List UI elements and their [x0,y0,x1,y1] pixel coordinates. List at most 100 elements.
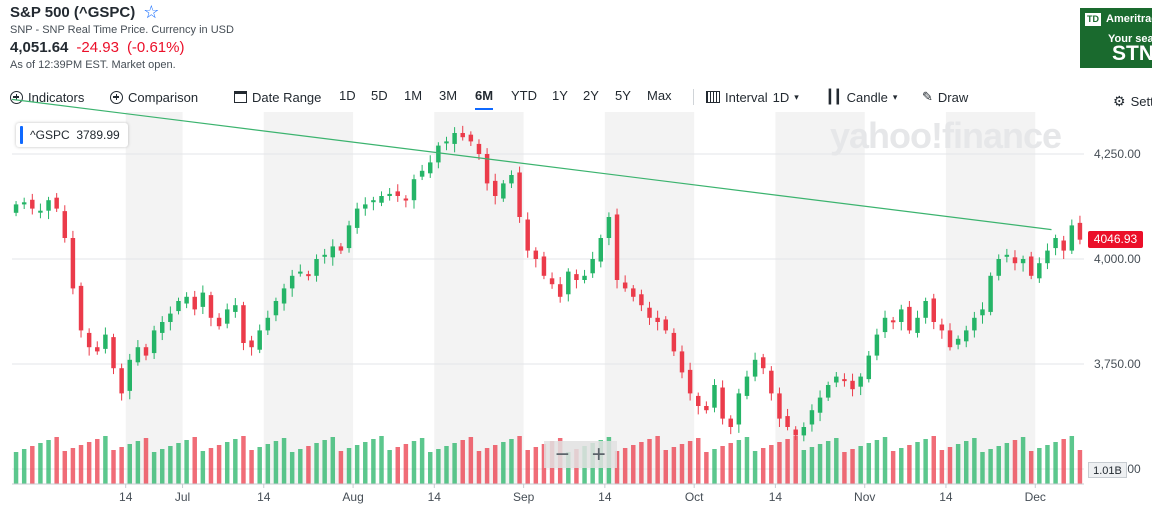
candle-body [70,238,76,289]
candle-body [679,351,685,373]
volume-bar [1077,450,1083,484]
volume-bar [379,436,384,484]
candle-body [395,191,400,196]
month-band [125,112,183,484]
volume-bar [338,451,344,484]
candle-body [1069,225,1075,251]
candle-body [631,288,636,297]
volume-bar [793,436,798,484]
volume-bar [168,446,173,484]
volume-bar [931,436,936,484]
last-volume-tag: 1.01B [1088,462,1127,478]
range-1d[interactable]: 1D [339,88,356,103]
candle-body [590,259,595,274]
candle-body [671,332,677,352]
range-6m[interactable]: 6M [475,86,494,110]
range-ytd[interactable]: YTD [511,88,537,103]
candle-body [825,385,831,398]
candle-body [314,259,319,276]
candle-body [501,183,506,199]
volume-bar [639,442,644,484]
indicators-button[interactable]: Indicators [10,86,84,108]
volume-bar [704,452,709,484]
range-5d[interactable]: 5D [371,88,388,103]
candle-body [972,317,977,331]
candle-body [119,368,124,394]
candle-body [160,322,165,333]
x-tick-label: 14 [257,490,271,504]
quote-header: S&P 500 (^GSPC) ☆ SNP - SNP Real Time Pr… [10,2,234,71]
volume-bar [346,448,352,484]
volume-bar [752,451,758,484]
price-change-percent: (-0.61%) [126,39,185,56]
candle-body [517,172,522,217]
advertisement[interactable]: TD Ameritrade Your search STNG [1080,8,1152,68]
volume-bar [298,449,303,484]
zoom-out-button[interactable]: − [555,440,570,468]
volume-bar [947,447,953,484]
settings-button[interactable]: ⚙ Settings [1113,90,1152,112]
volume-bar [192,437,197,484]
chart-toolbar: Indicators Comparison Date Range 1D 5D 1… [0,86,1152,110]
volume-bar [866,443,872,484]
comparison-button[interactable]: Comparison [110,86,198,108]
candle-body [444,141,449,144]
candle-body [744,376,750,396]
candle-body [647,307,652,318]
interval-button[interactable]: Interval 1D ▾ [706,86,799,108]
candle-body [614,214,620,280]
candle-body [574,274,579,280]
volume-bar [809,447,815,484]
draw-button[interactable]: ✎ Draw [922,86,968,108]
comparison-label: Comparison [128,89,199,105]
volume-bar [200,451,206,484]
candle-body [769,370,774,394]
chart-type-button[interactable]: ┃┃ Candle ▾ [826,86,897,108]
range-5y[interactable]: 5Y [615,88,631,103]
star-icon[interactable]: ☆ [143,2,160,22]
volume-bar [444,446,449,484]
calendar-icon [234,91,247,103]
volume-bar [484,448,490,484]
volume-bar [257,447,262,484]
current-price: 4,051.64 [10,39,69,56]
gear-icon: ⚙ [1113,92,1126,109]
candle-body [143,347,149,356]
range-1m[interactable]: 1M [404,88,423,103]
volume-bar [631,445,636,484]
date-range-button[interactable]: Date Range [234,86,321,108]
range-3m[interactable]: 3M [439,88,458,103]
volume-bar [825,441,831,484]
range-2y[interactable]: 2Y [583,88,599,103]
volume-bar [95,439,100,484]
ad-brand: Ameritrade [1106,13,1152,25]
range-max[interactable]: Max [647,88,672,103]
interval-value: 1D [772,89,790,105]
volume-bar [216,445,222,484]
volume-bar [671,447,677,484]
volume-bar [119,447,124,484]
candle-body [371,200,376,203]
y-tick-label: 4,250.00 [1094,147,1141,161]
volume-bar [452,443,457,484]
x-tick-label: Aug [342,490,363,504]
candle-body [890,320,896,323]
volume-bar [314,443,319,484]
candle-body [923,301,928,318]
volume-bar [907,445,912,484]
volume-bar [728,443,733,484]
draw-label: Draw [937,89,969,105]
candle-body [387,193,392,196]
range-1y[interactable]: 1Y [552,88,568,103]
volume-bar [744,437,750,484]
series-legend[interactable]: ^GSPC 3789.99 [16,123,128,147]
zoom-in-button[interactable]: + [591,440,606,468]
ad-headline: STNG [1112,42,1152,65]
x-tick-label: 14 [939,490,953,504]
candle-body [988,275,993,312]
volume-bar [1020,437,1026,484]
candle-body [720,387,725,419]
chevron-down-icon: ▾ [892,91,898,102]
candle-body [980,309,985,316]
